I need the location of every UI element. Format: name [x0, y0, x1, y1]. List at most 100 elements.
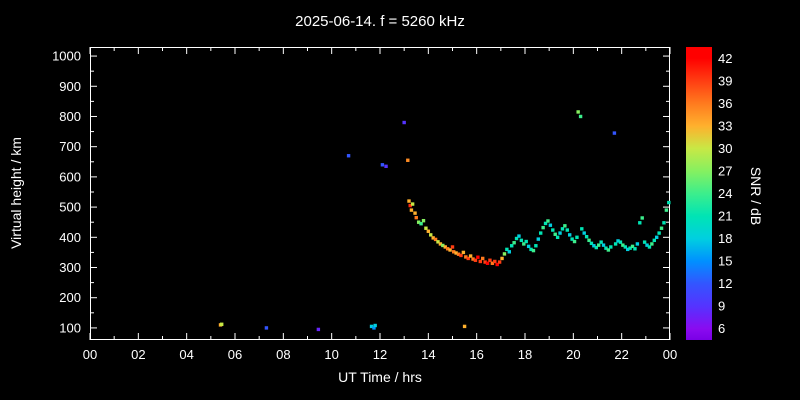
data-point — [576, 110, 580, 114]
data-point — [493, 259, 497, 264]
x-tick-label: 00 — [663, 347, 677, 362]
data-point — [220, 322, 224, 326]
data-point — [488, 258, 492, 262]
plot-border — [90, 47, 670, 340]
y-tick-label: 1000 — [52, 49, 81, 64]
x-axis-label: UT Time / hrs — [338, 369, 422, 385]
data-point — [526, 244, 531, 249]
data-point — [599, 240, 603, 244]
data-point — [612, 131, 617, 135]
data-point — [512, 241, 516, 245]
data-point — [316, 327, 321, 332]
data-point — [452, 250, 456, 254]
data-point — [485, 261, 490, 265]
data-point — [536, 237, 540, 241]
y-tick-label: 100 — [59, 320, 81, 335]
colorbar-tick-label: 18 — [718, 231, 732, 246]
data-point — [522, 242, 526, 246]
data-point — [346, 154, 351, 158]
data-point — [578, 114, 583, 119]
data-point — [436, 240, 440, 244]
data-point — [628, 246, 632, 250]
data-point — [478, 259, 482, 264]
data-point — [448, 248, 452, 252]
data-point — [630, 244, 635, 249]
x-tick-label: 12 — [373, 347, 387, 362]
data-point — [652, 238, 656, 243]
data-point — [543, 221, 548, 226]
x-tick-label: 18 — [518, 347, 532, 362]
data-point — [468, 254, 473, 258]
data-point — [519, 238, 524, 243]
data-point — [548, 223, 553, 227]
y-tick-label: 800 — [59, 109, 81, 124]
data-point — [618, 240, 623, 244]
data-point — [635, 242, 640, 246]
chart-title: 2025-06-14. f = 5260 kHz — [295, 13, 465, 30]
data-point — [640, 216, 644, 220]
data-point — [500, 256, 504, 261]
data-point — [510, 244, 514, 248]
x-tick-label: 02 — [131, 347, 145, 362]
y-tick-label: 300 — [59, 260, 81, 275]
data-point — [410, 202, 415, 206]
data-point — [565, 228, 569, 232]
colorbar-tick-label: 9 — [718, 299, 725, 314]
data-point — [541, 225, 545, 230]
data-point — [409, 208, 414, 212]
y-tick-label: 700 — [59, 139, 81, 154]
data-point — [438, 242, 443, 246]
data-point — [419, 222, 423, 226]
colorbar-tick-label: 12 — [718, 276, 732, 291]
data-point — [380, 163, 385, 167]
data-point — [373, 323, 377, 328]
data-point — [481, 256, 485, 261]
colorbar-tick-label: 36 — [718, 96, 732, 111]
data-point — [450, 245, 455, 249]
x-tick-label: 14 — [421, 347, 435, 362]
colorbar-tick-label: 21 — [718, 209, 732, 224]
data-point — [505, 247, 509, 252]
data-point — [553, 232, 557, 236]
x-tick-label: 10 — [324, 347, 338, 362]
data-point — [657, 231, 661, 235]
data-point — [539, 231, 543, 235]
data-point — [633, 247, 637, 251]
data-point — [655, 235, 659, 239]
colorbar-gradient — [686, 47, 712, 340]
data-point — [650, 242, 654, 246]
data-point — [413, 211, 417, 215]
data-point — [264, 326, 269, 330]
data-point — [424, 226, 428, 230]
x-tick-label: 06 — [228, 347, 242, 362]
x-tick-label: 00 — [83, 347, 97, 362]
data-point — [529, 247, 533, 252]
data-point — [406, 158, 410, 162]
data-point — [572, 239, 577, 244]
x-tick-label: 16 — [469, 347, 483, 362]
data-point — [584, 234, 589, 239]
data-point — [575, 235, 579, 239]
data-point — [667, 200, 671, 205]
data-point — [580, 227, 584, 231]
data-point — [659, 226, 664, 230]
data-point — [642, 240, 647, 244]
data-point — [483, 260, 487, 264]
data-point — [534, 244, 538, 248]
data-point — [604, 246, 608, 250]
data-point — [594, 245, 598, 250]
data-point — [456, 252, 461, 256]
data-point — [560, 227, 565, 231]
data-point — [502, 252, 507, 256]
colorbar-tick-label: 33 — [718, 118, 732, 133]
data-point — [597, 243, 601, 247]
y-tick-label: 900 — [59, 79, 81, 94]
colorbar-tick-label: 30 — [718, 141, 732, 156]
data-point — [647, 245, 652, 249]
data-point — [558, 231, 562, 235]
data-point — [662, 221, 666, 225]
data-point — [372, 326, 376, 330]
data-point — [464, 255, 468, 259]
